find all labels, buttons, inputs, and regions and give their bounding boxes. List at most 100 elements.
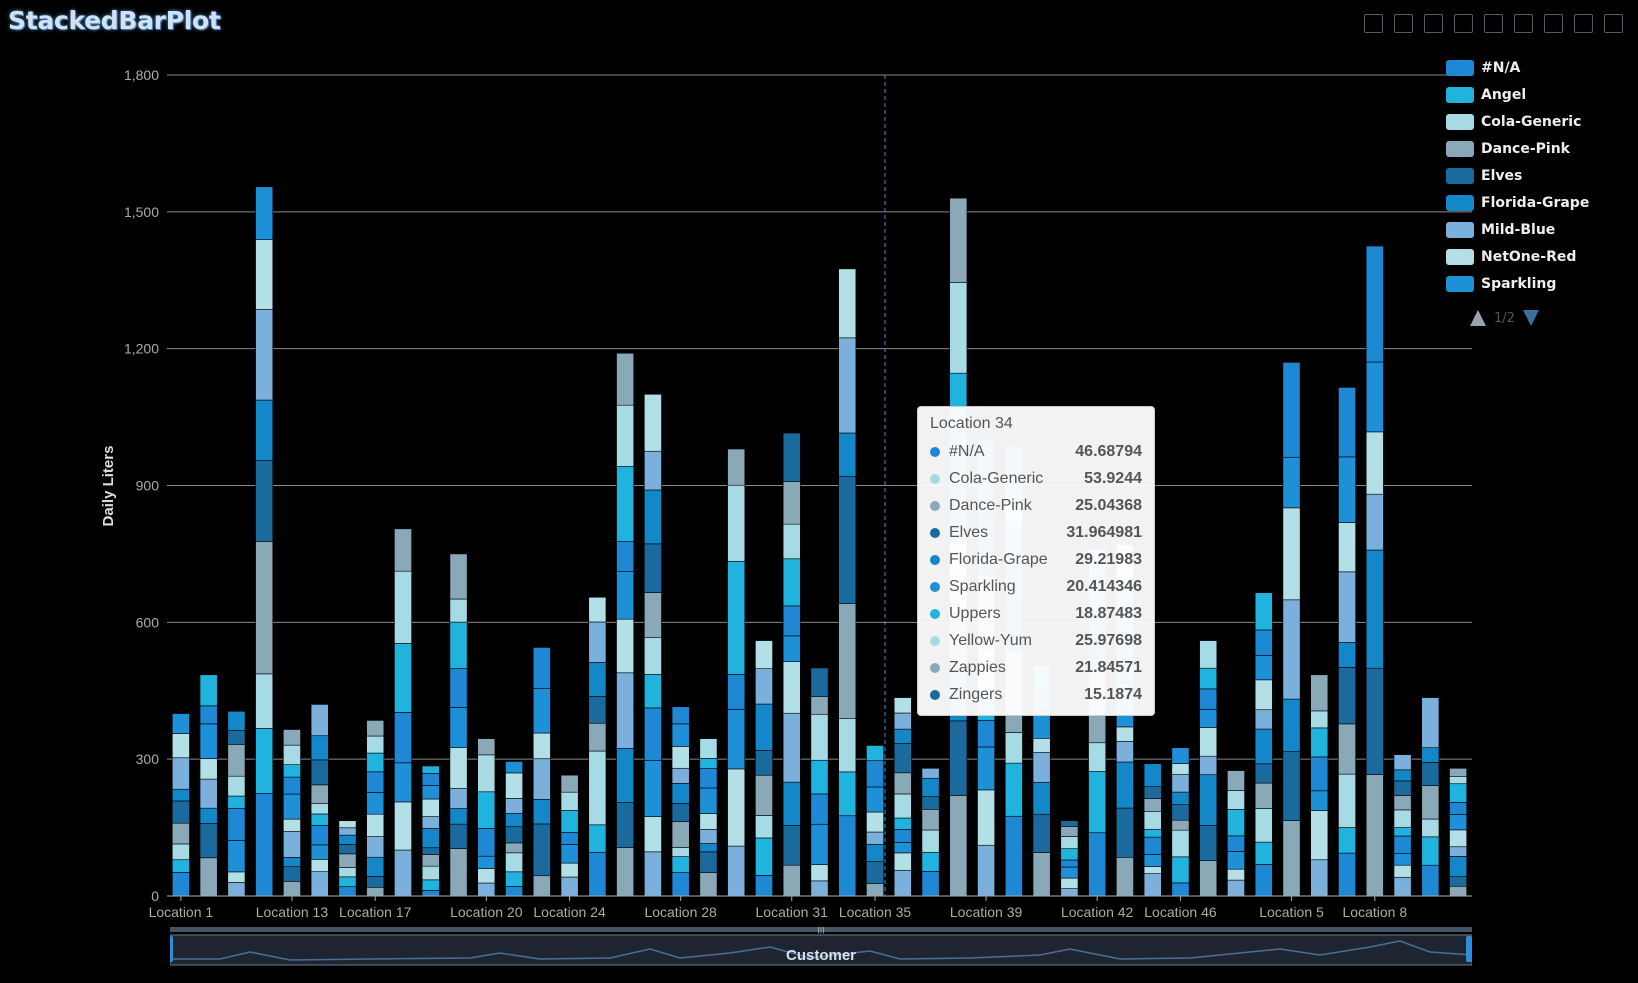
bar-stack[interactable] bbox=[671, 706, 690, 897]
bar-stack[interactable] bbox=[477, 738, 496, 897]
restore-icon[interactable] bbox=[1604, 14, 1623, 33]
bar-segment bbox=[505, 842, 523, 854]
bar-segment bbox=[1254, 728, 1273, 765]
bar-segment bbox=[1310, 790, 1329, 811]
bar-segment bbox=[421, 847, 440, 855]
bar-segment bbox=[560, 844, 579, 864]
bar-segment bbox=[338, 844, 357, 855]
tooltip-series-name: Florida-Grape bbox=[949, 550, 1048, 568]
bar-stack[interactable] bbox=[532, 647, 551, 897]
legend-swatch bbox=[1446, 59, 1474, 76]
bar-stack[interactable] bbox=[310, 704, 329, 897]
bar-stack[interactable] bbox=[699, 738, 718, 897]
bar-stack[interactable] bbox=[1227, 770, 1245, 897]
bar-stack[interactable] bbox=[921, 767, 940, 897]
bar-stack[interactable] bbox=[1171, 747, 1190, 897]
page-down-icon[interactable] bbox=[1522, 310, 1539, 326]
bar-stack[interactable] bbox=[588, 596, 607, 897]
bar-stack[interactable] bbox=[505, 761, 523, 897]
rect-select-icon[interactable] bbox=[1454, 14, 1473, 33]
bar-segment bbox=[310, 859, 329, 872]
bar-stack[interactable] bbox=[227, 710, 246, 897]
bar-segment bbox=[671, 847, 690, 857]
bar-stack[interactable] bbox=[255, 186, 274, 897]
zoom-reset-icon[interactable] bbox=[1394, 14, 1413, 33]
bar-stack[interactable] bbox=[893, 697, 912, 897]
tooltip-series-name: Cola-Generic bbox=[949, 469, 1044, 487]
bar-stack[interactable] bbox=[1254, 592, 1273, 897]
legend-item-angel[interactable]: Angel bbox=[1446, 81, 1589, 108]
bar-stack[interactable] bbox=[171, 713, 190, 897]
bar-stack[interactable] bbox=[1338, 387, 1356, 897]
bar-segment bbox=[755, 815, 773, 839]
bar-stack[interactable] bbox=[616, 352, 635, 897]
bar-segment bbox=[727, 709, 746, 770]
bar-stack[interactable] bbox=[866, 745, 884, 897]
bar-segment bbox=[1116, 856, 1134, 897]
bar-segment bbox=[1199, 640, 1218, 669]
legend-item-sparkling[interactable]: Sparkling bbox=[1446, 270, 1589, 297]
bar-stack[interactable] bbox=[1282, 362, 1301, 897]
bar-stack[interactable] bbox=[283, 729, 301, 897]
page-up-icon[interactable] bbox=[1470, 310, 1486, 326]
clear-select-icon[interactable] bbox=[1544, 14, 1563, 33]
bar-segment bbox=[1365, 774, 1384, 897]
bar-segment bbox=[449, 621, 468, 669]
bar-stack[interactable] bbox=[1393, 754, 1412, 897]
bar-segment bbox=[421, 765, 440, 774]
bar-segment bbox=[1393, 780, 1412, 796]
zoom-handle-left[interactable] bbox=[170, 936, 173, 962]
zoom-label: Customer bbox=[786, 947, 856, 964]
bar-segment bbox=[699, 768, 718, 789]
bar-segment bbox=[532, 688, 551, 734]
bar-stack[interactable] bbox=[394, 528, 412, 897]
bar-segment bbox=[421, 890, 440, 897]
bar-stack[interactable] bbox=[727, 448, 746, 897]
legend-item-dance-pink[interactable]: Dance-Pink bbox=[1446, 135, 1589, 162]
bar-stack[interactable] bbox=[1421, 697, 1440, 897]
lasso-select-icon[interactable] bbox=[1484, 14, 1503, 33]
download-icon[interactable] bbox=[1424, 14, 1443, 33]
zoom-in-icon[interactable] bbox=[1364, 14, 1383, 33]
bar-stack[interactable] bbox=[421, 765, 440, 897]
tooltip-series-value: 18.87483 bbox=[1075, 604, 1142, 622]
bar-stack[interactable] bbox=[1199, 640, 1218, 897]
bar-stack[interactable] bbox=[643, 393, 662, 897]
legend-item-mild-blue[interactable]: Mild-Blue bbox=[1446, 216, 1589, 243]
bar-stack[interactable] bbox=[782, 432, 801, 897]
bar-stack[interactable] bbox=[810, 667, 829, 897]
legend-item-na[interactable]: #N/A bbox=[1446, 54, 1589, 81]
keep-select-icon[interactable] bbox=[1514, 14, 1533, 33]
bar-stack[interactable] bbox=[338, 820, 357, 897]
data-view-icon[interactable] bbox=[1574, 14, 1593, 33]
bar-stack[interactable] bbox=[199, 674, 218, 897]
bar-stack[interactable] bbox=[560, 774, 579, 897]
zoom-handle-right[interactable] bbox=[1466, 936, 1472, 962]
bar-stack[interactable] bbox=[1449, 767, 1468, 897]
bar-segment bbox=[699, 843, 718, 853]
bar-stack[interactable] bbox=[838, 268, 857, 897]
bar-segment bbox=[1227, 879, 1245, 897]
bar-segment bbox=[782, 781, 801, 826]
legend-item-cola-generic[interactable]: Cola-Generic bbox=[1446, 108, 1589, 135]
bar-segment bbox=[199, 778, 218, 809]
bar-segment bbox=[1116, 741, 1134, 763]
bar-stack[interactable] bbox=[1143, 763, 1162, 897]
bar-stack[interactable] bbox=[1365, 245, 1384, 897]
legend-item-florida-grape[interactable]: Florida-Grape bbox=[1446, 189, 1589, 216]
bar-segment bbox=[1060, 820, 1079, 827]
bar-stack[interactable] bbox=[449, 553, 468, 897]
legend-item-elves[interactable]: Elves bbox=[1446, 162, 1589, 189]
bar-stack[interactable] bbox=[1060, 820, 1079, 897]
bar-segment bbox=[394, 762, 412, 803]
bar-segment bbox=[810, 667, 829, 697]
legend-item-netone-red[interactable]: NetOne-Red bbox=[1446, 243, 1589, 270]
bar-stack[interactable] bbox=[366, 720, 385, 897]
x-tick-label: Location 28 bbox=[644, 904, 717, 920]
data-zoom-slider[interactable]: ||| Customer bbox=[170, 927, 1472, 967]
bar-segment bbox=[1199, 727, 1218, 757]
bar-segment bbox=[505, 852, 523, 873]
bar-stack[interactable] bbox=[1310, 674, 1329, 897]
bar-segment bbox=[505, 812, 523, 828]
bar-stack[interactable] bbox=[755, 640, 773, 897]
